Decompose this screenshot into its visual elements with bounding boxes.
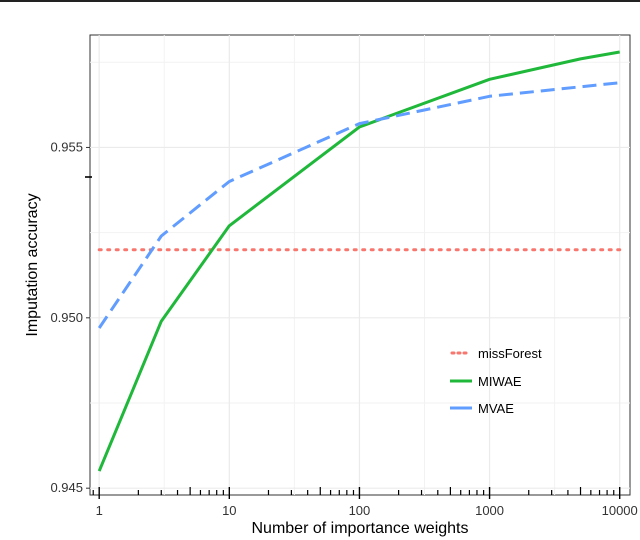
top-border-rule — [0, 0, 640, 2]
series-line-miwae — [97, 50, 620, 472]
legend-label-missforest: missForest — [478, 346, 542, 361]
x-tick-label: 1000 — [475, 503, 504, 518]
y-tick-label: 0.945 — [50, 480, 83, 495]
axes: 1 10 100 1000 10000 0.945 0.950 0.955 — [50, 139, 637, 518]
x-tick-label: 10 — [222, 503, 236, 518]
legend-label-miwae: MIWAE — [478, 374, 522, 389]
y-tick-label: 0.950 — [50, 310, 83, 325]
y-axis-title: Imputation accuracy — [24, 193, 41, 336]
y-tick-label: 0.955 — [50, 139, 83, 154]
legend: missForest MIWAE MVAE — [450, 346, 542, 416]
x-tick-label: 10000 — [602, 503, 638, 518]
x-axis-title: Number of importance weights — [252, 520, 469, 537]
x-tick-label: 1 — [96, 503, 103, 518]
x-tick-label: 100 — [349, 503, 371, 518]
series-line-mvae — [97, 81, 620, 329]
series-lines — [97, 50, 622, 472]
grid-lines — [90, 35, 630, 495]
legend-label-mvae: MVAE — [478, 401, 514, 416]
